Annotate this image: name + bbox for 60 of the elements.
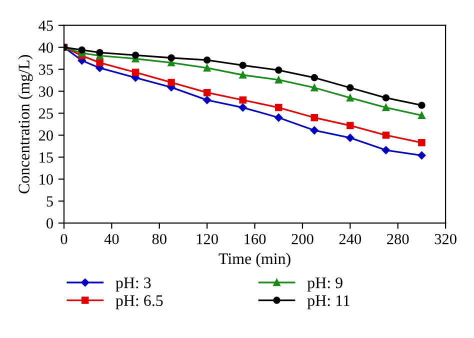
x-axis-title: Time (min) bbox=[218, 252, 290, 268]
y-tick-label: 15 bbox=[40, 152, 53, 163]
point bbox=[239, 96, 246, 104]
point bbox=[168, 54, 175, 62]
y-axis-title: Concentration (mg/L) bbox=[18, 55, 33, 194]
y-tick-label: 10 bbox=[40, 174, 53, 185]
point bbox=[382, 94, 390, 102]
x-tick-label: 200 bbox=[292, 234, 314, 244]
x-tick-label: 120 bbox=[196, 234, 218, 244]
point bbox=[96, 48, 104, 56]
point bbox=[310, 114, 318, 122]
legend-label: pH: 3 bbox=[116, 278, 151, 292]
x-tick-label: 320 bbox=[434, 234, 456, 244]
point bbox=[346, 122, 354, 130]
point bbox=[203, 96, 212, 104]
point bbox=[346, 134, 354, 142]
legend-label: pH: 9 bbox=[307, 278, 342, 292]
x-tick-label: 160 bbox=[244, 234, 266, 244]
x-tick-label: 240 bbox=[339, 234, 362, 244]
point bbox=[310, 84, 318, 92]
point bbox=[382, 132, 390, 139]
point bbox=[382, 146, 390, 154]
point bbox=[310, 74, 318, 82]
point bbox=[382, 104, 390, 112]
point bbox=[418, 102, 426, 109]
y-tick-label: 25 bbox=[38, 108, 53, 119]
point bbox=[203, 56, 211, 64]
y-tick-label: 0 bbox=[46, 218, 53, 229]
point bbox=[168, 78, 175, 86]
y-tick-label: 30 bbox=[39, 86, 53, 97]
point bbox=[96, 59, 104, 66]
x-tick-label: 0 bbox=[60, 234, 68, 244]
x-tick-label: 40 bbox=[104, 234, 119, 244]
point bbox=[238, 103, 247, 112]
point bbox=[203, 64, 211, 72]
point bbox=[346, 84, 354, 92]
point bbox=[274, 114, 283, 122]
point bbox=[78, 46, 86, 54]
point bbox=[418, 112, 426, 120]
y-tick-label: 20 bbox=[38, 130, 53, 141]
point bbox=[418, 139, 426, 146]
x-tick-label: 280 bbox=[387, 234, 409, 244]
x-tick-label: 80 bbox=[152, 234, 166, 244]
y-tick-label: 35 bbox=[39, 64, 53, 75]
point bbox=[132, 68, 140, 76]
point bbox=[275, 76, 282, 84]
legend-label: pH: 11 bbox=[307, 295, 350, 310]
legend-label: pH: 6.5 bbox=[116, 295, 163, 310]
point bbox=[132, 52, 140, 59]
point bbox=[310, 126, 318, 134]
point bbox=[418, 151, 426, 160]
point bbox=[275, 66, 282, 74]
y-tick-label: 5 bbox=[46, 196, 53, 207]
point bbox=[275, 104, 282, 112]
point bbox=[239, 62, 246, 69]
y-tick-label: 45 bbox=[38, 20, 53, 31]
y-tick-label: 40 bbox=[38, 42, 53, 53]
point bbox=[239, 71, 246, 79]
point bbox=[203, 88, 211, 96]
point bbox=[346, 94, 354, 102]
